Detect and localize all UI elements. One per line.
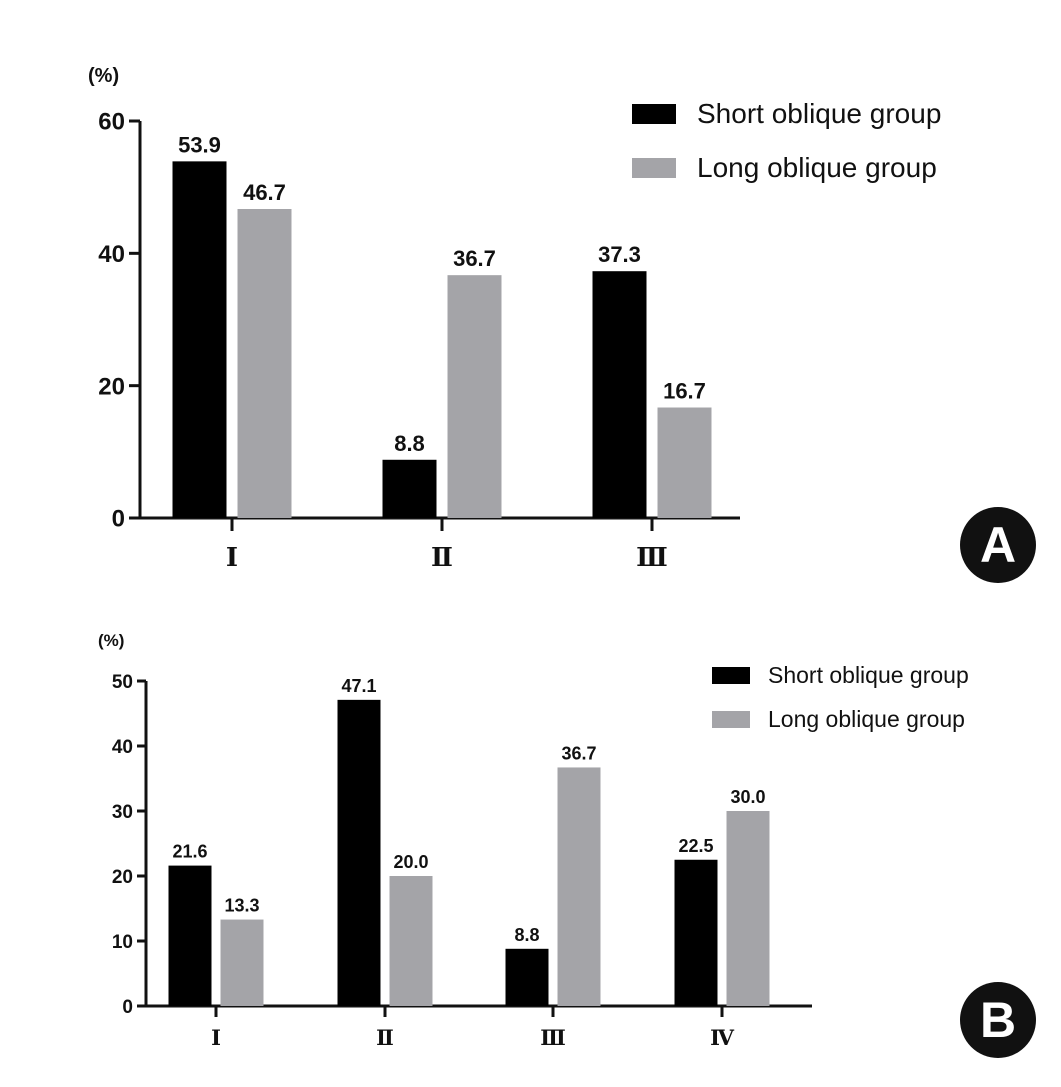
x-category-label: Ⅰ bbox=[211, 1025, 221, 1050]
panel-b-legend: Short oblique group Long oblique group bbox=[712, 662, 969, 732]
panel-b-badge: B bbox=[960, 982, 1036, 1058]
legend-swatch-short bbox=[712, 667, 750, 684]
bar-long-oblique bbox=[657, 407, 712, 518]
panel-a-badge: A bbox=[960, 507, 1036, 583]
bar-short-oblique bbox=[674, 859, 718, 1006]
bar-long-oblique bbox=[447, 275, 502, 518]
bar-label-long-oblique: 20.0 bbox=[393, 852, 428, 872]
bar-label-short-oblique: 37.3 bbox=[598, 242, 641, 267]
bar-label-long-oblique: 36.7 bbox=[453, 246, 496, 271]
panel-a-badge-circle bbox=[960, 507, 1036, 583]
bar-label-short-oblique: 8.8 bbox=[514, 925, 539, 945]
panel-b-ylabel: (%) bbox=[98, 631, 124, 650]
panel-b-bars: 21.6 47.1 8.8 22.5 13.3 20.0 36.7 30.0 bbox=[168, 676, 770, 1006]
legend-label-long: Long oblique group bbox=[697, 152, 937, 183]
x-category-label: Ⅰ bbox=[226, 543, 238, 573]
bar-label-long-oblique: 16.7 bbox=[663, 379, 706, 404]
y-tick-label: 20 bbox=[98, 373, 125, 400]
bar-label-long-oblique: 36.7 bbox=[561, 743, 596, 763]
bar-label-short-oblique: 21.6 bbox=[172, 842, 207, 862]
legend-label-short: Short oblique group bbox=[697, 98, 941, 129]
x-category-label: Ⅲ bbox=[636, 543, 668, 573]
x-category-label: Ⅱ bbox=[431, 543, 453, 573]
bar-short-oblique bbox=[168, 865, 212, 1006]
x-category-label: Ⅲ bbox=[540, 1025, 566, 1050]
bar-label-short-oblique: 47.1 bbox=[341, 676, 376, 696]
panel-a-ylabel: (%) bbox=[88, 65, 119, 87]
bar-label-long-oblique: 46.7 bbox=[243, 180, 286, 205]
y-tick-label: 10 bbox=[112, 932, 133, 953]
bar-label-long-oblique: 30.0 bbox=[730, 787, 765, 807]
y-tick-label: 50 bbox=[112, 672, 133, 693]
panel-a-legend: Short oblique group Long oblique group bbox=[632, 98, 941, 183]
y-tick-label: 60 bbox=[98, 109, 125, 136]
y-tick-label: 0 bbox=[112, 506, 125, 533]
chart-panel-a: (%) 0 20 40 60 Ⅰ Ⅱ Ⅲ 53.9 8.8 37.3 46.7 36.7 16.7 S… bbox=[88, 65, 1036, 583]
bar-label-long-oblique: 13.3 bbox=[224, 896, 259, 916]
legend-label-short: Short oblique group bbox=[768, 662, 969, 688]
bar-label-short-oblique: 53.9 bbox=[178, 132, 221, 157]
panel-b-badge-circle bbox=[960, 982, 1036, 1058]
bar-long-oblique bbox=[557, 767, 601, 1006]
bar-label-short-oblique: 22.5 bbox=[678, 836, 713, 856]
bar-short-oblique bbox=[337, 699, 381, 1006]
bar-long-oblique bbox=[726, 811, 770, 1006]
legend-swatch-long bbox=[712, 711, 750, 728]
y-tick-label: 30 bbox=[112, 802, 133, 823]
y-tick-label: 0 bbox=[122, 997, 133, 1018]
x-category-label: Ⅱ bbox=[376, 1025, 394, 1050]
legend-swatch-short bbox=[632, 104, 676, 124]
panel-a-bars: 53.9 8.8 37.3 46.7 36.7 16.7 bbox=[172, 132, 712, 519]
bar-short-oblique bbox=[505, 948, 549, 1006]
panel-b-badge-letter: B bbox=[980, 992, 1016, 1048]
bar-short-oblique bbox=[172, 161, 227, 518]
y-tick-label: 20 bbox=[112, 867, 133, 888]
bar-long-oblique bbox=[220, 919, 264, 1006]
panel-a-badge-letter: A bbox=[980, 517, 1016, 573]
legend-label-long: Long oblique group bbox=[768, 706, 965, 732]
bar-short-oblique bbox=[592, 271, 647, 518]
bar-label-short-oblique: 8.8 bbox=[394, 431, 425, 456]
legend-swatch-long bbox=[632, 158, 676, 178]
y-tick-label: 40 bbox=[98, 241, 125, 268]
bar-long-oblique bbox=[237, 209, 292, 519]
bar-long-oblique bbox=[389, 876, 433, 1006]
y-tick-label: 40 bbox=[112, 737, 133, 758]
x-category-label: Ⅳ bbox=[710, 1025, 735, 1050]
bar-short-oblique bbox=[382, 459, 437, 518]
